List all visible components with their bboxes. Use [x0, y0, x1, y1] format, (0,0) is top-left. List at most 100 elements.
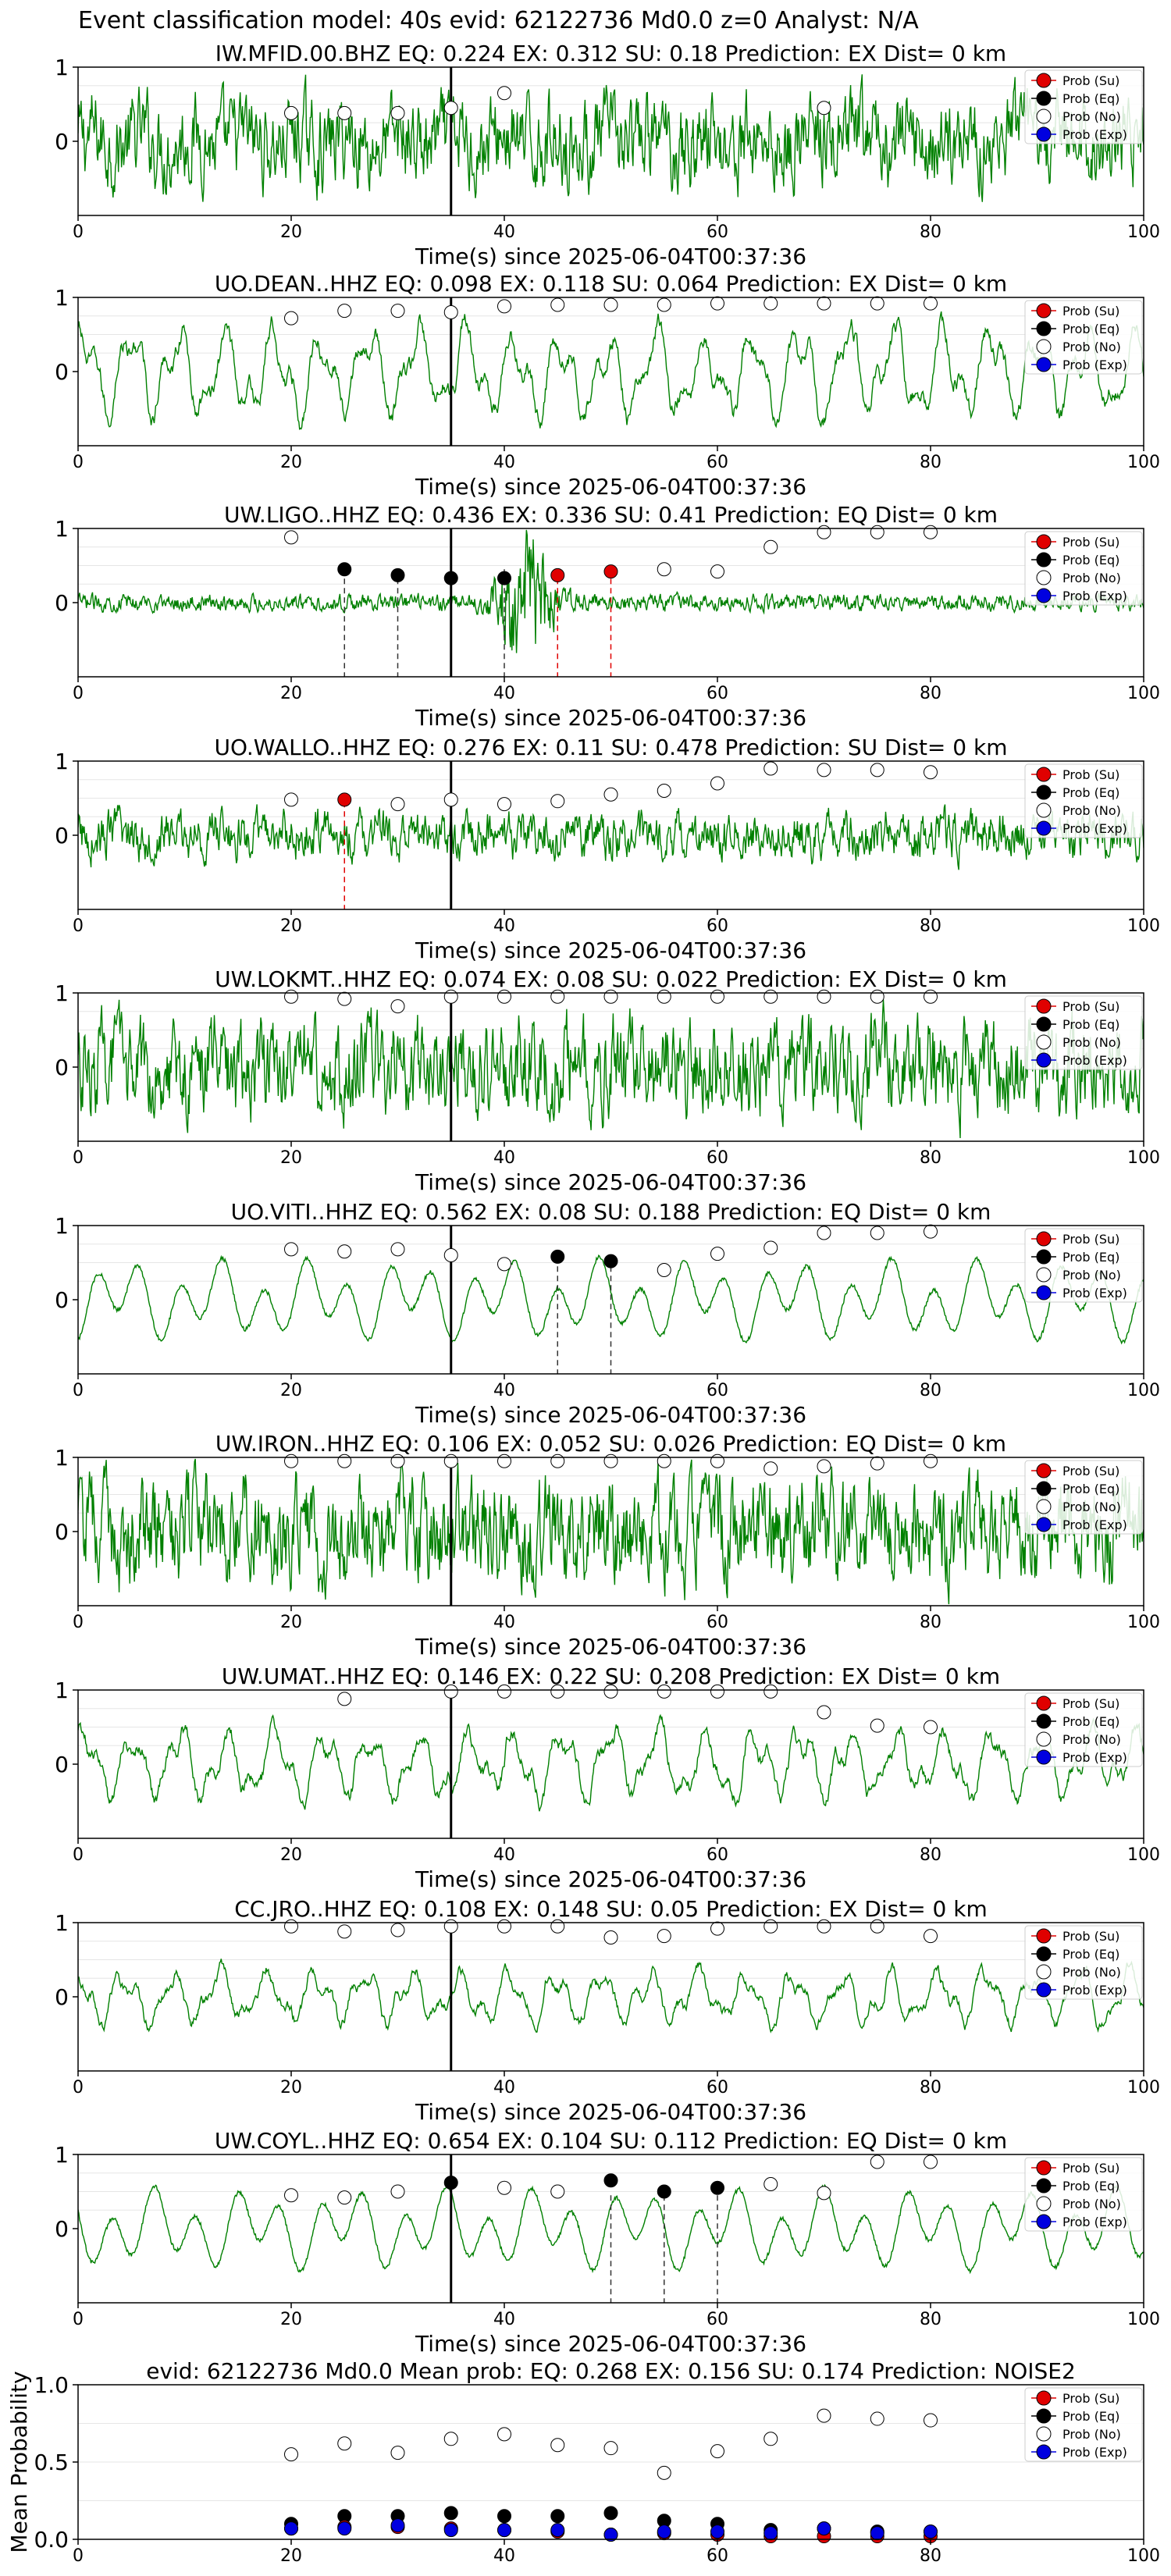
prob-marker [550, 2523, 565, 2538]
prob-marker [390, 2518, 405, 2533]
prob-marker [390, 797, 405, 812]
legend-marker [1036, 126, 1052, 142]
legend-label: Prob (Su) [1062, 767, 1119, 782]
legend-label: Prob (No) [1062, 1268, 1121, 1283]
prob-marker [550, 2438, 565, 2453]
x-tick-label: 80 [920, 684, 941, 703]
prob-marker [497, 86, 511, 101]
prob-marker [443, 1684, 458, 1699]
legend-marker [1036, 91, 1052, 106]
legend-label: Prob (Su) [1062, 2391, 1119, 2406]
prob-marker [443, 2176, 458, 2190]
prob-marker [924, 296, 938, 311]
y-tick-label: 1 [55, 285, 69, 311]
y-tick-label: 0.0 [34, 2527, 69, 2553]
panel-title: UO.DEAN..HHZ EQ: 0.098 EX: 0.118 SU: 0.0… [215, 271, 1007, 297]
prob-marker [603, 1254, 618, 1268]
x-tick-label: 20 [280, 222, 302, 242]
prob-marker [337, 1692, 352, 1706]
prob-marker [657, 1453, 671, 1468]
legend-label: Prob (Eq) [1062, 91, 1119, 106]
y-tick-label: 1 [55, 749, 69, 774]
prob-marker [763, 761, 778, 776]
legend-marker [1036, 1982, 1052, 1998]
legend-label: Prob (No) [1062, 1035, 1121, 1050]
prob-marker [657, 2184, 671, 2199]
x-tick-label: 80 [920, 453, 941, 472]
prob-marker [497, 797, 511, 812]
legend-label: Prob (Su) [1062, 304, 1119, 318]
x-tick-label: 60 [707, 1148, 728, 1168]
x-tick-label: 100 [1127, 1381, 1160, 1400]
x-tick-label: 100 [1127, 222, 1160, 242]
prob-marker [817, 1226, 831, 1240]
prob-marker [390, 1453, 405, 1468]
legend-label: Prob (Exp) [1062, 2215, 1127, 2229]
legend-label: Prob (Su) [1062, 999, 1119, 1014]
prob-marker [337, 1244, 352, 1259]
x-axis-label: Time(s) since 2025-06-04T00:37:36 [415, 2331, 806, 2357]
y-tick-label: 0 [55, 590, 69, 616]
y-tick-label: 0 [55, 2216, 69, 2242]
prob-marker [497, 1257, 511, 1272]
prob-marker [657, 2524, 671, 2539]
legend-box [1024, 763, 1143, 838]
legend-label: Prob (Su) [1062, 1696, 1119, 1711]
axes-frame [77, 297, 1144, 447]
x-tick-label: 100 [1127, 2078, 1160, 2097]
prob-marker [337, 792, 352, 807]
prob-marker [550, 1919, 565, 1934]
legend-marker [1036, 73, 1052, 88]
prob-marker [284, 1919, 298, 1934]
x-tick-label: 100 [1127, 1148, 1160, 1168]
x-tick-label: 20 [280, 684, 302, 703]
legend-box [1024, 2387, 1143, 2462]
x-tick-label: 60 [707, 1613, 728, 1632]
legend-label: Prob (No) [1062, 109, 1121, 124]
prob-marker [870, 763, 884, 777]
prob-marker [390, 2446, 405, 2460]
x-tick-label: 0 [73, 222, 84, 242]
prob-marker [924, 1929, 938, 1944]
plot-area [78, 1690, 1144, 1838]
legend-marker [1036, 1713, 1052, 1729]
x-tick-label: 60 [707, 916, 728, 936]
legend-label: Prob (Su) [1062, 1464, 1119, 1478]
prob-marker [390, 1923, 405, 1937]
prob-marker [443, 571, 458, 585]
x-tick-label: 60 [707, 1845, 728, 1865]
legend-marker [1036, 588, 1052, 603]
waveform-trace [78, 1713, 1144, 1812]
panels: IW.MFID.00.BHZ EQ: 0.224 EX: 0.312 SU: 0… [6, 41, 1160, 2566]
prob-marker [870, 525, 884, 539]
legend-box [1024, 531, 1143, 606]
legend-label: Prob (Exp) [1062, 1983, 1127, 1998]
x-axis-label: Time(s) since 2025-06-04T00:37:36 [415, 244, 806, 269]
waveform-trace [78, 1959, 1144, 2033]
legend-marker [1036, 1749, 1052, 1765]
x-tick-label: 20 [280, 916, 302, 936]
x-tick-label: 60 [707, 453, 728, 472]
x-tick-label: 20 [280, 2310, 302, 2329]
prob-marker [817, 1919, 831, 1934]
y-tick-label: 1 [55, 1910, 69, 1936]
prob-marker [337, 1453, 352, 1468]
x-tick-label: 0 [73, 1148, 84, 1168]
legend-label: Prob (Exp) [1062, 1286, 1127, 1300]
prob-marker [443, 101, 458, 116]
panel-title: IW.MFID.00.BHZ EQ: 0.224 EX: 0.312 SU: 0… [215, 41, 1006, 66]
x-tick-label: 40 [493, 2546, 515, 2566]
prob-marker [763, 2526, 778, 2541]
prob-marker [817, 989, 831, 1004]
station-panel-5: UO.VITI..HHZ EQ: 0.562 EX: 0.08 SU: 0.18… [55, 1199, 1160, 1428]
y-tick-label: 0 [55, 1519, 69, 1545]
prob-marker [924, 1720, 938, 1735]
y-tick-label: 0 [55, 1752, 69, 1777]
legend-marker [1036, 998, 1052, 1014]
x-tick-label: 80 [920, 222, 941, 242]
y-tick-label: 1 [55, 1445, 69, 1471]
prob-marker [497, 1453, 511, 1468]
prob-marker [817, 763, 831, 777]
prob-marker [924, 525, 938, 539]
prob-marker [550, 1684, 565, 1699]
